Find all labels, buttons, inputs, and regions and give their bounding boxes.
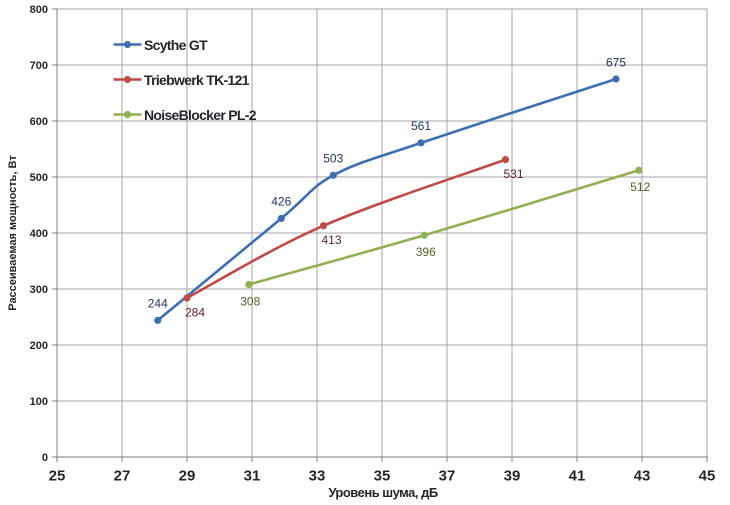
legend-marker: [123, 40, 132, 49]
data-labels-layer: 244 426 503 561 675 284 413 531 308 396 512: [148, 55, 651, 319]
y-axis-title: Рассеиваемая мощность, Вт: [7, 155, 19, 311]
data-point-scythe-gt: [154, 316, 162, 324]
tick-labels-layer: 25 27 29 31 33 35 37 39 41 43 45 0 100 200 300 400 500 60…: [30, 4, 716, 485]
x-tick-label: 33: [309, 468, 326, 485]
gridlines-layer: [57, 8, 708, 457]
axes-layer: [52, 8, 708, 462]
legend: Scythe GT Triebwerk TK-121 NoiseBlocker PL…: [113, 37, 257, 123]
y-tick-label: 700: [30, 60, 48, 72]
y-tick-label: 100: [30, 396, 48, 408]
legend-label: NoiseBlocker PL-2: [144, 107, 257, 123]
x-tick-label: 41: [569, 468, 586, 485]
data-label-scythe-gt: 675: [606, 55, 626, 69]
data-label-triebwerk-tk-121: 531: [503, 167, 523, 181]
legend-item-triebwerk-tk-121: Triebwerk TK-121: [113, 72, 250, 88]
y-tick-label: 600: [30, 116, 48, 128]
data-point-scythe-gt: [277, 214, 285, 223]
data-point-triebwerk-tk-121: [501, 156, 510, 164]
data-label-noiseblocker-pl-2: 512: [630, 180, 650, 194]
x-axis-title: Уровень шума, дБ: [328, 485, 438, 500]
x-tick-label: 35: [374, 468, 391, 485]
y-tick-label: 400: [30, 228, 48, 240]
x-tick-label: 27: [114, 468, 131, 485]
x-tick-label: 43: [634, 468, 651, 485]
data-label-triebwerk-tk-121: 284: [185, 305, 205, 319]
legend-marker: [123, 110, 132, 119]
x-tick-label: 29: [179, 468, 196, 485]
data-label-scythe-gt: 503: [323, 152, 343, 166]
legend-marker: [123, 75, 132, 84]
series-layer: [154, 75, 643, 324]
y-tick-label: 300: [30, 284, 48, 296]
data-label-noiseblocker-pl-2: 396: [416, 245, 436, 259]
x-tick-label: 45: [699, 468, 716, 485]
data-point-scythe-gt: [612, 75, 620, 83]
series-line-noiseblocker-pl-2: [247, 168, 641, 286]
series-line-scythe-gt: [156, 77, 618, 322]
data-point-scythe-gt: [417, 139, 425, 147]
y-tick-label: 0: [42, 452, 48, 464]
data-label-scythe-gt: 426: [271, 195, 291, 209]
data-point-triebwerk-tk-121: [183, 294, 191, 302]
data-label-scythe-gt: 244: [148, 297, 168, 311]
data-label-noiseblocker-pl-2: 308: [240, 294, 260, 308]
series-line-triebwerk-tk-121: [185, 158, 507, 300]
y-tick-label: 500: [30, 172, 48, 184]
x-tick-label: 31: [244, 468, 261, 485]
x-tick-label: 39: [504, 468, 521, 485]
y-tick-label: 800: [30, 4, 48, 16]
data-point-noiseblocker-pl-2: [635, 166, 643, 174]
x-tick-label: 25: [49, 468, 66, 485]
data-point-noiseblocker-pl-2: [420, 231, 428, 239]
x-tick-label: 37: [439, 468, 456, 485]
y-tick-label: 200: [30, 340, 48, 352]
legend-item-noiseblocker-pl-2: NoiseBlocker PL-2: [113, 107, 257, 123]
legend-item-scythe-gt: Scythe GT: [113, 37, 209, 53]
legend-label: Triebwerk TK-121: [144, 72, 250, 88]
data-point-noiseblocker-pl-2: [245, 280, 253, 289]
legend-label: Scythe GT: [144, 37, 208, 53]
data-label-scythe-gt: 561: [411, 119, 431, 133]
data-point-scythe-gt: [329, 171, 337, 179]
data-label-triebwerk-tk-121: 413: [321, 233, 341, 247]
data-point-triebwerk-tk-121: [319, 222, 328, 230]
